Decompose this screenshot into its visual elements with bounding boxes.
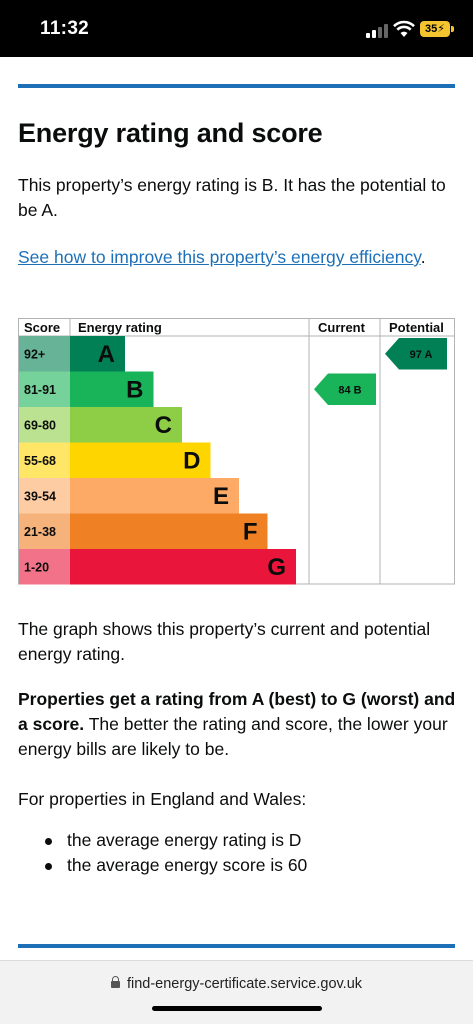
list-item: the average energy rating is D (18, 828, 458, 853)
battery-charging-icon: 35⚡ (420, 21, 450, 37)
url-display[interactable]: find-energy-certificate.service.gov.uk (0, 976, 473, 992)
band-score-cell (19, 336, 70, 372)
chart-headers: Score Energy rating Current Potential (24, 320, 444, 335)
potential-rating-arrow (385, 338, 447, 370)
section-rule (18, 84, 455, 88)
header-potential: Potential (389, 320, 444, 335)
band-score-label: 21-38 (24, 525, 56, 539)
header-current: Current (318, 320, 366, 335)
url-text: find-energy-certificate.service.gov.uk (126, 976, 363, 992)
browser-url-bar[interactable]: find-energy-certificate.service.gov.uk (0, 960, 473, 1024)
rating-explanation: Properties get a rating from A (best) to… (18, 687, 458, 762)
band-bar-c (70, 407, 182, 443)
improve-efficiency-link[interactable]: See how to improve this property’s energ… (18, 247, 421, 267)
wifi-icon (393, 20, 415, 37)
band-letter-e: E (213, 483, 229, 510)
band-letter-b: B (126, 376, 143, 403)
improve-paragraph: See how to improve this property’s energ… (18, 245, 458, 270)
band-score-cell (19, 513, 70, 549)
band-bar-e (70, 478, 239, 514)
current-rating-arrow (314, 373, 376, 405)
chart-bands: 92+ A 81-91 B 69-80 C 55-68 D 39-54 E 21-38 F 1-20 G (19, 336, 296, 585)
band-letter-a: A (98, 341, 115, 368)
band-bar-d (70, 442, 211, 478)
lock-icon (110, 976, 120, 988)
current-rating-label: 84 B (338, 384, 361, 396)
average-heading: For properties in England and Wales: (18, 789, 307, 809)
band-score-cell (19, 407, 70, 443)
band-score-label: 92+ (24, 347, 45, 361)
band-bar-f (70, 513, 268, 549)
band-score-label: 39-54 (24, 489, 56, 503)
band-score-label: 69-80 (24, 418, 56, 432)
rating-intro: This property’s energy rating is B. It h… (18, 175, 446, 220)
graph-description: The graph shows this property’s current … (18, 619, 431, 664)
band-score-cell (19, 371, 70, 407)
band-score-label: 1-20 (24, 560, 49, 574)
list-item: the average energy score is 60 (18, 853, 458, 878)
section-rule (18, 944, 455, 948)
band-score-cell (19, 442, 70, 478)
rating-explanation-bold: Properties get a rating from A (best) to… (18, 689, 456, 734)
band-letter-c: C (155, 412, 172, 439)
potential-rating-label: 97 A (410, 349, 433, 361)
rating-explanation-rest: The better the rating and score, the low… (18, 714, 448, 759)
header-energy-rating: Energy rating (78, 320, 162, 335)
home-indicator[interactable] (152, 1006, 322, 1011)
band-letter-g: G (267, 554, 286, 581)
band-bar-g (70, 549, 296, 585)
battery-level: 35 (425, 23, 438, 35)
chart-markers: 84 B 97 A (314, 338, 447, 405)
battery-cap (451, 26, 454, 32)
header-score: Score (24, 320, 60, 335)
band-score-cell (19, 549, 70, 585)
band-letter-f: F (243, 518, 258, 545)
band-bar-b (70, 371, 154, 407)
band-bar-a (70, 336, 125, 372)
link-suffix: . (420, 247, 426, 267)
signal-icon (366, 24, 388, 38)
band-score-cell (19, 478, 70, 514)
average-list: the average energy rating is D the avera… (18, 828, 458, 878)
band-score-label: 55-68 (24, 454, 56, 468)
page-title: Energy rating and score (18, 118, 323, 148)
band-letter-d: D (183, 447, 200, 474)
energy-rating-chart: 92+ A81-91 B69-80 C55-68 D39-54 E21-38 F1-20 G … (18, 318, 455, 585)
status-bar: 11:32 35⚡ (0, 0, 473, 57)
status-time: 11:32 (40, 18, 90, 39)
band-score-label: 81-91 (24, 383, 56, 397)
